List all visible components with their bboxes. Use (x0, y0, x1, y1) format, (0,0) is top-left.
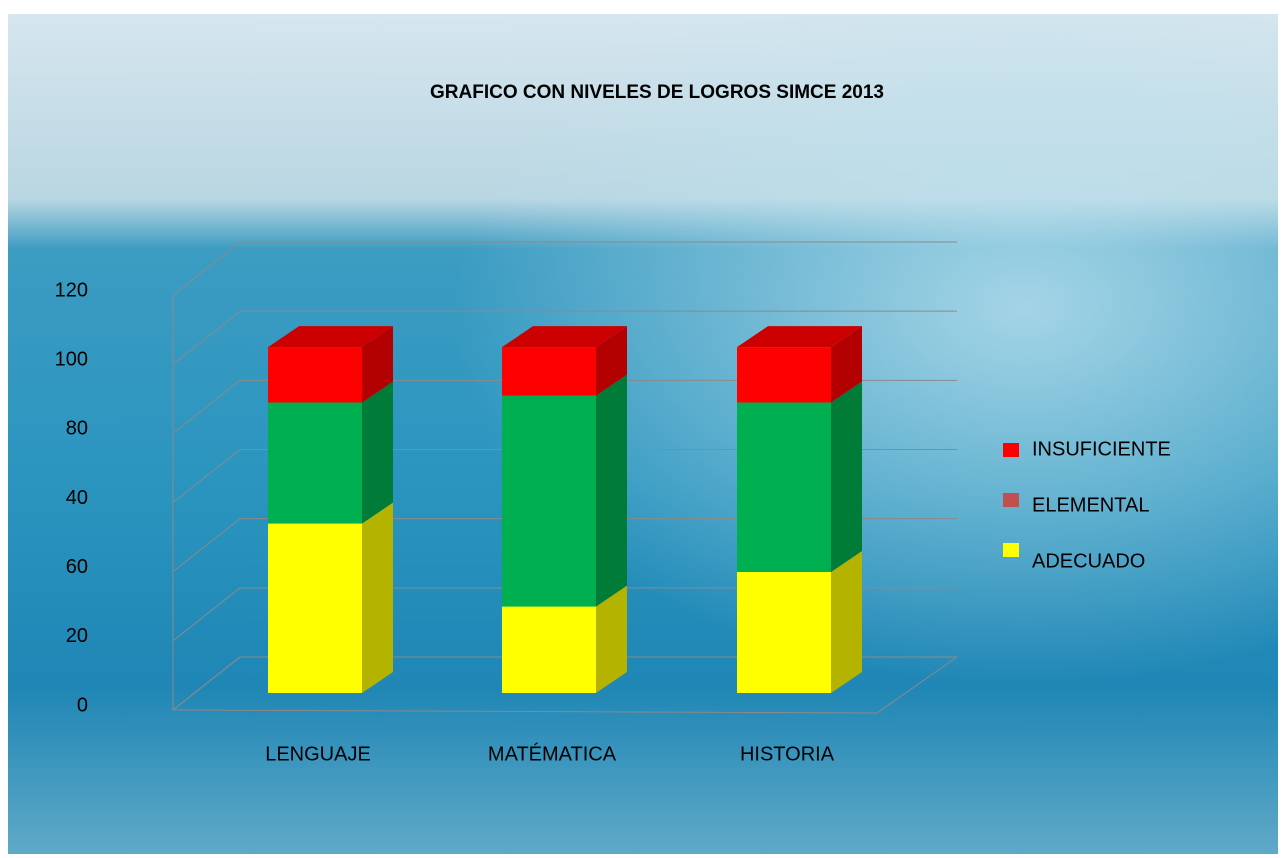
bar-front (737, 402, 831, 572)
x-tick-label: HISTORIA (740, 743, 835, 765)
bar-segment (268, 326, 393, 403)
bar-side (362, 502, 393, 693)
grid-line (172, 310, 957, 365)
floor-front (172, 709, 878, 714)
bar-side (596, 326, 627, 396)
bar-front (502, 347, 596, 396)
bar-side (596, 374, 627, 607)
bar-front (502, 395, 596, 607)
legend-label: ADECUADO (1032, 550, 1145, 572)
legend-swatch (1003, 443, 1019, 457)
y-tick-label: 80 (66, 418, 88, 440)
bar-segment (737, 381, 862, 572)
bar-side (831, 550, 862, 693)
y-tick-label: 100 (55, 348, 88, 370)
bar-segment (268, 502, 393, 693)
bar-front (268, 402, 362, 524)
grid-line (172, 379, 957, 434)
wave-light (8, 14, 1278, 854)
bar-side (596, 585, 627, 693)
y-tick-label: 40 (66, 487, 88, 509)
bar-segment (737, 550, 862, 693)
legend-swatch (1003, 543, 1019, 557)
bar-segment (737, 326, 862, 403)
bar-top (268, 326, 393, 348)
y-tick-label: 120 (55, 279, 88, 301)
bar-top (737, 326, 862, 348)
bar-side (362, 381, 393, 524)
floor-side (876, 656, 958, 714)
x-tick-label: LENGUAJE (265, 743, 371, 765)
legend-label: INSUFICIENTE (1032, 438, 1171, 460)
grid-line (172, 518, 957, 573)
bar-front (502, 606, 596, 693)
y-tick-label: 20 (66, 625, 88, 647)
bar-segment (268, 381, 393, 524)
bar-side (831, 381, 862, 572)
grid-line (172, 241, 957, 296)
bar-front (737, 571, 831, 693)
bar-segment (502, 374, 627, 607)
bar-front (268, 523, 362, 693)
grid-line (172, 449, 957, 503)
bar-front (737, 347, 831, 403)
bar-top (502, 326, 627, 348)
bar-side (362, 326, 393, 403)
grid-line (172, 656, 957, 711)
x-tick-label: MATÉMATICA (488, 742, 617, 765)
y-tick-label: 0 (77, 694, 88, 716)
bar-front (268, 347, 362, 403)
grid-line (172, 587, 957, 642)
bar-segment (502, 326, 627, 396)
bar-side (831, 326, 862, 403)
chart-title: GRAFICO CON NIVELES DE LOGROS SIMCE 2013 (430, 82, 884, 103)
legend-label: ELEMENTAL (1032, 494, 1149, 516)
legend-swatch (1003, 493, 1019, 507)
y-tick-label: 60 (66, 556, 88, 578)
bar-segment (502, 585, 627, 693)
